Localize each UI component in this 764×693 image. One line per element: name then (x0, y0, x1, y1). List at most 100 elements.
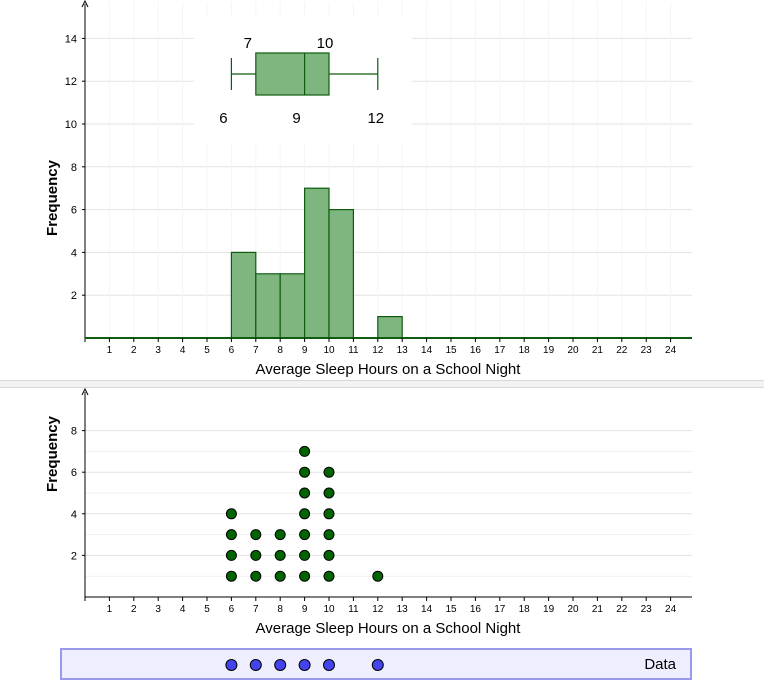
data-point-handle[interactable] (274, 659, 287, 671)
x-tick-label: 12 (372, 604, 384, 615)
x-tick-label: 5 (204, 604, 210, 615)
x-tick-label: 6 (229, 345, 235, 356)
data-slider[interactable]: Data (60, 648, 692, 680)
boxplot-max-label: 12 (367, 110, 384, 127)
y-tick-label: 8 (71, 426, 77, 438)
dot-point (299, 487, 311, 499)
y-tick-label: 2 (71, 290, 77, 302)
data-point-handle[interactable] (225, 659, 238, 671)
dot-point (323, 529, 335, 541)
y-tick-label: 2 (71, 550, 77, 562)
boxplot-min-label: 6 (219, 110, 227, 127)
dot-point (225, 570, 237, 582)
boxplot-q3-label: 10 (317, 35, 334, 52)
x-axis-label: Average Sleep Hours on a School Night (256, 361, 522, 378)
x-tick-label: 15 (445, 345, 457, 356)
x-tick-label: 4 (180, 604, 186, 615)
boxplot-box (255, 52, 330, 96)
dot-point (323, 570, 335, 582)
dot-point (225, 529, 237, 541)
dot-point (323, 508, 335, 520)
x-tick-label: 7 (253, 604, 259, 615)
x-tick-label: 15 (445, 604, 457, 615)
x-tick-label: 10 (323, 345, 335, 356)
y-tick-label: 4 (71, 247, 77, 259)
x-tick-label: 17 (494, 345, 506, 356)
data-point-handle[interactable] (323, 659, 335, 671)
dot-point (250, 570, 262, 582)
data-point-handle[interactable] (249, 659, 262, 671)
y-tick-label: 12 (65, 76, 77, 88)
x-tick-label: 18 (519, 345, 531, 356)
dot-point (323, 549, 335, 561)
dot-point (274, 570, 286, 582)
dot-plot-panel: 2 4 6 8 1 2 3 4 5 6 7 8 9 10 11 12 13 14 15 16 17 18 19 20 21 22 2… (0, 387, 764, 640)
y-tick-label: 6 (71, 205, 77, 217)
x-tick-label: 2 (131, 604, 137, 615)
y-axis-label: Frequency (44, 159, 61, 236)
x-tick-label: 9 (302, 604, 308, 615)
dot-point (274, 549, 286, 561)
panel-divider[interactable] (0, 380, 764, 388)
x-tick-label: 14 (421, 604, 433, 615)
data-point-handle[interactable] (371, 659, 384, 671)
y-axis-arrow (81, 0, 89, 8)
dot-point (250, 529, 262, 541)
x-tick-label: 22 (616, 604, 628, 615)
x-tick-label: 14 (421, 345, 433, 356)
y-tick-label: 8 (71, 162, 77, 174)
histogram-bar (279, 273, 306, 339)
x-tick-label: 8 (277, 345, 283, 356)
dot-point (299, 570, 311, 582)
dot-point (225, 549, 237, 561)
data-slider-label: Data (644, 656, 676, 673)
dot-point (299, 466, 311, 478)
x-tick-label: 13 (397, 604, 409, 615)
x-tick-label: 1 (107, 604, 113, 615)
x-tick-label: 18 (519, 604, 531, 615)
data-point-handle[interactable] (298, 659, 311, 671)
x-tick-label: 7 (253, 345, 259, 356)
y-tick-label: 10 (65, 119, 77, 131)
x-tick-label: 23 (641, 604, 653, 615)
x-tick-label: 13 (397, 345, 409, 356)
histogram-panel: 2 4 6 8 10 12 14 1 2 3 4 5 6 7 8 9 10 11 12 13 14 15 16 17 18 19 2… (44, 0, 692, 378)
x-tick-label: 21 (592, 345, 604, 356)
x-tick-label: 12 (372, 345, 384, 356)
dot-point (372, 570, 384, 582)
dot-point (323, 487, 335, 499)
x-tick-label: 22 (616, 345, 628, 356)
y-axis-label: Frequency (44, 415, 61, 492)
dot-point (299, 445, 311, 457)
x-tick-label: 24 (665, 604, 677, 615)
x-tick-label: 4 (180, 345, 186, 356)
x-tick-label: 3 (155, 604, 161, 615)
histogram-bar (328, 209, 354, 339)
x-tick-label: 16 (470, 345, 482, 356)
dot-point (250, 549, 262, 561)
x-tick-label: 20 (567, 604, 579, 615)
histogram-bar (304, 187, 330, 339)
x-tick-label: 19 (543, 345, 555, 356)
dot-point (274, 529, 286, 541)
x-tick-label: 16 (470, 604, 482, 615)
dot-point (299, 529, 311, 541)
histogram-bar (230, 251, 257, 339)
x-tick-label: 6 (229, 604, 235, 615)
data-points-track[interactable] (62, 650, 690, 678)
x-tick-label: 9 (302, 345, 308, 356)
dot-point (225, 508, 237, 520)
y-tick-label: 4 (71, 509, 77, 521)
x-tick-label: 23 (641, 345, 653, 356)
y-tick-label: 6 (71, 467, 77, 479)
y-axis-arrow (81, 387, 89, 396)
dot-point (323, 466, 335, 478)
x-tick-label: 10 (323, 604, 335, 615)
x-tick-label: 8 (277, 604, 283, 615)
x-tick-label: 20 (567, 345, 579, 356)
x-axis-label: Average Sleep Hours on a School Night (256, 620, 522, 637)
x-tick-label: 5 (204, 345, 210, 356)
dot-point (299, 549, 311, 561)
x-tick-label: 17 (494, 604, 506, 615)
